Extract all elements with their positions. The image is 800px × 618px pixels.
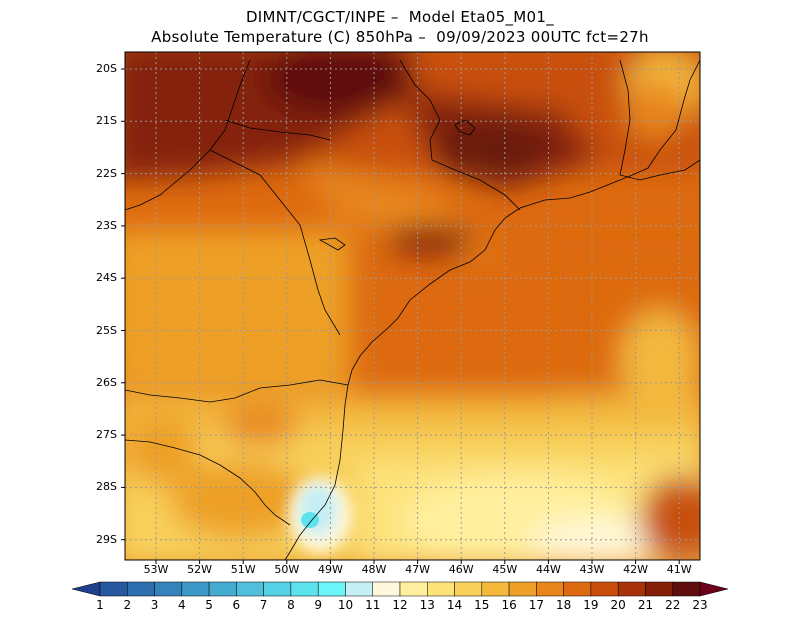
state-border: [209, 149, 341, 336]
colorbar-label: 3: [150, 598, 159, 612]
colorbar-label: 13: [419, 598, 435, 612]
colorbar-label: 21: [637, 598, 654, 612]
state-border: [224, 119, 331, 141]
chart-title-line2: Absolute Temperature (C) 850hPa – 09/09/…: [151, 28, 649, 46]
colorbar-swatch: [236, 581, 264, 597]
lon-label: 44W: [535, 563, 561, 576]
lon-label: 52W: [187, 563, 213, 576]
lon-label: 53W: [143, 563, 169, 576]
lon-label: 47W: [405, 563, 431, 576]
colorbar-swatch: [508, 581, 537, 597]
lon-label: 50W: [274, 563, 300, 576]
temperature-field: [125, 52, 700, 560]
colorbar-label: 2: [123, 598, 132, 612]
colorbar-swatch: [454, 581, 483, 597]
state-border: [619, 59, 700, 181]
colorbar-arrow-low: [71, 581, 101, 597]
colorbar-swatch: [263, 581, 292, 597]
colorbar-swatch: [127, 581, 155, 597]
lat-lon-grid: [125, 52, 700, 560]
colorbar-swatch: [427, 581, 455, 597]
lon-label: 41W: [666, 563, 692, 576]
colorbar-swatch: [317, 581, 346, 597]
colorbar-swatch: [563, 581, 592, 597]
colorbar-label: 5: [205, 598, 213, 612]
colorbar-label: 10: [337, 598, 354, 612]
boundaries: [125, 59, 700, 560]
colorbar-swatch: [617, 581, 646, 597]
colorbar-swatch: [208, 581, 237, 597]
colorbar-swatch: [481, 581, 510, 597]
state-border: [125, 439, 291, 526]
colorbar-label: 11: [365, 598, 381, 612]
colorbar-swatch: [645, 581, 673, 597]
colorbar-label: 18: [555, 598, 572, 612]
lon-label: 49W: [317, 563, 343, 576]
colorbar-label: 12: [392, 598, 408, 612]
lon-label: 51W: [230, 563, 256, 576]
lat-label: 23S: [96, 218, 117, 232]
cold-spot: [301, 512, 319, 528]
colorbar-label: 15: [474, 598, 490, 612]
colorbar-label: 6: [232, 598, 241, 612]
colorbar-label: 17: [528, 598, 544, 612]
lat-label: 29S: [96, 532, 117, 546]
colorbar-swatch: [399, 581, 428, 597]
colorbar-label: 7: [259, 598, 268, 612]
state-border: [125, 379, 349, 403]
colorbar-swatch: [590, 581, 619, 597]
lon-label: 43W: [579, 563, 605, 576]
lat-label: 27S: [96, 428, 117, 442]
colorbar-label: 8: [287, 598, 295, 612]
lat-label: 22S: [96, 166, 117, 180]
colorbar-label: 20: [610, 598, 626, 612]
axis-ticks: [121, 68, 680, 564]
colorbar-swatch: [154, 581, 183, 597]
chart-title-line1: DIMNT/CGCT/INPE – Model Eta05_M01_: [245, 8, 555, 26]
colorbar-swatch: [99, 581, 128, 597]
colorbar-swatch: [290, 581, 319, 597]
colorbar-label: 23: [692, 598, 708, 612]
colorbar-label: 19: [583, 598, 599, 612]
lon-label: 42W: [623, 563, 649, 576]
lon-label: 48W: [361, 563, 387, 576]
plot-frame: [124, 51, 701, 561]
colorbar-swatch: [372, 581, 401, 597]
lat-label: 21S: [96, 114, 117, 128]
colorbar-label: 14: [446, 598, 463, 612]
colorbar-swatch: [536, 581, 564, 597]
colorbar-label: 22: [665, 598, 681, 612]
colorbar-arrow-high: [699, 581, 729, 597]
state-border: [399, 59, 521, 211]
colorbar-label: 16: [501, 598, 517, 612]
colorbar: [71, 581, 729, 597]
colorbar-label: 9: [314, 598, 322, 612]
colorbar-swatch: [672, 581, 701, 597]
colorbar-swatch: [345, 581, 373, 597]
coastline: [284, 59, 700, 560]
lat-label: 28S: [96, 480, 117, 494]
lon-label: 46W: [448, 563, 474, 576]
lat-label: 24S: [96, 271, 117, 285]
colorbar-swatch: [181, 581, 210, 597]
colorbar-label: 4: [177, 598, 186, 612]
lon-label: 45W: [492, 563, 518, 576]
colorbar-label: 1: [96, 598, 104, 612]
lat-label: 25S: [96, 323, 117, 337]
lat-label: 20S: [96, 62, 117, 75]
lat-label: 26S: [96, 375, 117, 389]
